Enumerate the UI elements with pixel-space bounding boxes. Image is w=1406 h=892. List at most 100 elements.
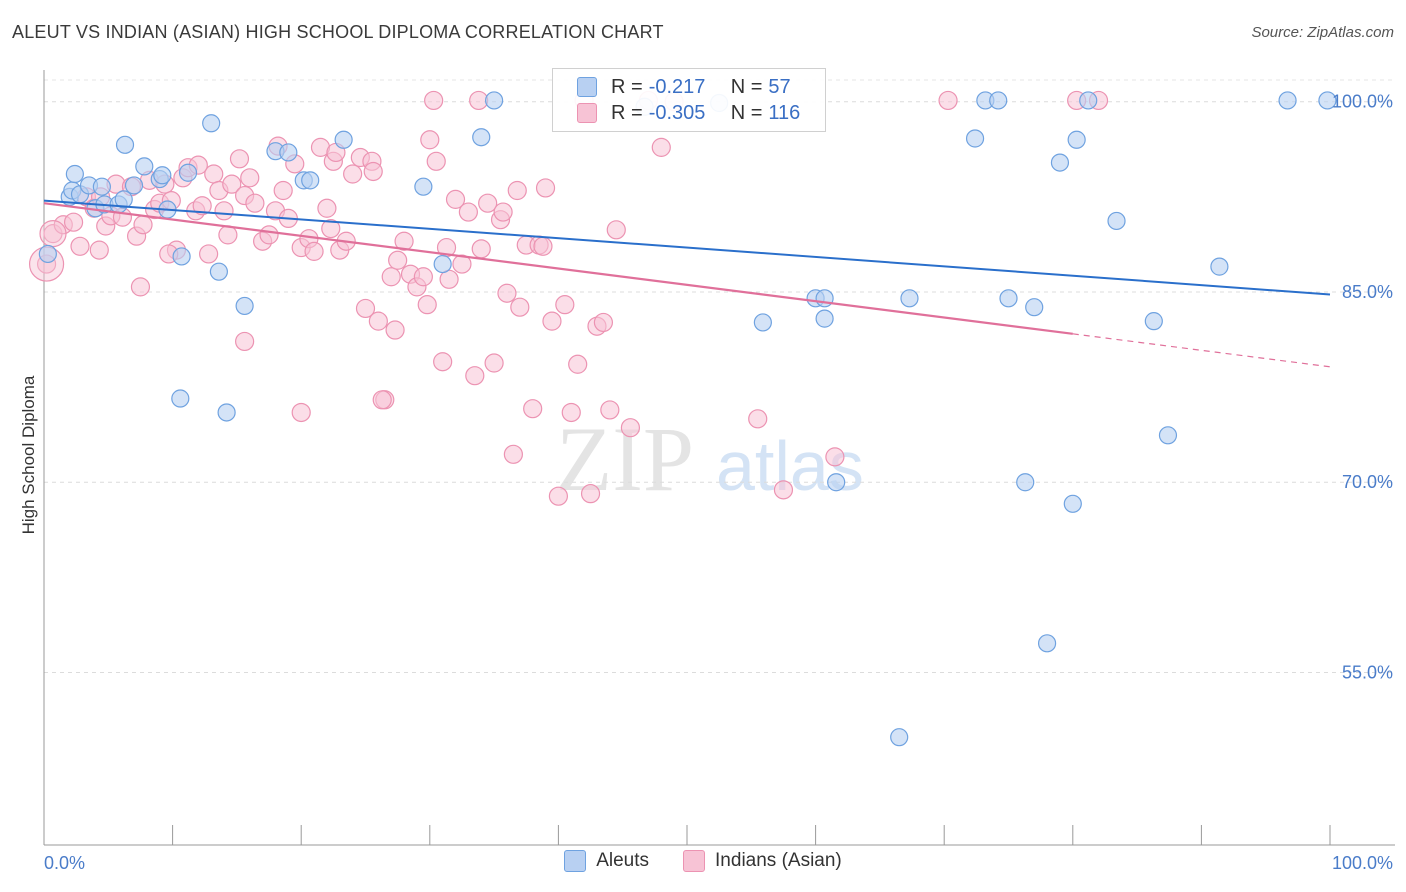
indians-point (368, 311, 388, 331)
aleuts-point (202, 114, 221, 133)
x-tick-label-start: 0.0% (44, 853, 85, 873)
indians-point (523, 399, 543, 419)
indians-point (417, 295, 437, 315)
aleuts-point (1050, 153, 1070, 172)
y-tick-label: 70.0% (1342, 472, 1393, 492)
indians-point (388, 250, 408, 270)
indians-point (748, 409, 768, 429)
indians-point (229, 149, 250, 169)
aleuts-point (1063, 494, 1082, 513)
aleuts-legend-label: Aleuts (596, 850, 650, 871)
aleuts-point (115, 135, 135, 154)
aleuts-point (235, 296, 254, 316)
y-tick-labels: 100.0% 85.0% 70.0% 55.0% (1332, 92, 1393, 683)
indians-point (39, 220, 67, 248)
indians-point (507, 180, 527, 201)
aleuts-point (1016, 473, 1035, 492)
y-tick-label: 100.0% (1332, 92, 1393, 112)
indians-point (381, 267, 401, 287)
legend-item-indians: Indians (Asian) (683, 850, 842, 872)
indians-point (568, 354, 588, 374)
aleuts-point (1107, 211, 1126, 231)
aleuts-point (153, 166, 172, 185)
indians-point (825, 447, 845, 467)
aleuts-point (1025, 298, 1044, 317)
trend-lines (43, 199, 1331, 368)
aleuts-point (279, 143, 298, 162)
indians-point (458, 202, 478, 222)
aleuts-point (171, 389, 190, 408)
y-tick-label: 55.0% (1342, 662, 1393, 682)
indians-point (548, 486, 569, 506)
indians-point (343, 164, 363, 184)
indians-point (317, 198, 337, 218)
aleuts-point (217, 403, 236, 422)
zipatlas-watermark: ZIP atlas (556, 408, 864, 510)
indians-point (606, 220, 626, 240)
aleuts-point (301, 171, 320, 190)
indians-point (199, 244, 219, 264)
indians-point (484, 353, 504, 373)
indians-point (938, 90, 958, 111)
indians-point (445, 189, 466, 209)
indians-trend-extension (1072, 333, 1331, 368)
legend-item-aleuts: Aleuts (564, 850, 649, 872)
aleuts-point (1318, 91, 1337, 110)
aleuts-point (1210, 257, 1229, 276)
indians-point (452, 254, 472, 274)
aleuts-swatch (577, 77, 597, 97)
aleuts-point (1144, 312, 1163, 331)
indians-point (413, 267, 433, 287)
aleuts-point (989, 91, 1008, 110)
indians-swatch (577, 103, 597, 123)
aleuts-point (38, 244, 57, 264)
source-label: Source: ZipAtlas.com (1251, 24, 1394, 41)
aleuts-point (827, 473, 846, 492)
indians-point (773, 480, 794, 500)
series-legend: Aleuts Indians (Asian) (0, 850, 1406, 872)
y-tick-label: 85.0% (1342, 282, 1393, 302)
indians-point (426, 151, 446, 171)
indians-point (240, 168, 260, 188)
indians-point (130, 277, 151, 297)
aleuts-points (38, 91, 1337, 747)
indians-point (355, 298, 376, 319)
indians-point (363, 161, 383, 182)
aleuts-point (92, 177, 111, 196)
aleuts-point (1067, 130, 1086, 149)
indians-point (600, 400, 620, 420)
indians-point (259, 225, 279, 245)
indians-point (469, 90, 489, 111)
aleuts-point (114, 190, 133, 209)
indians-point (235, 331, 255, 352)
legend-row-indians: R = -0.305 N = 116 (577, 100, 800, 126)
aleuts-point (815, 309, 834, 328)
indians-point (535, 178, 556, 198)
indians-point (222, 174, 242, 194)
aleuts-point (1158, 426, 1178, 445)
aleuts-point (178, 163, 198, 182)
aleuts-point (124, 176, 144, 195)
aleuts-legend-swatch (564, 850, 587, 872)
aleuts-point (433, 254, 452, 274)
axes (43, 70, 1395, 846)
indians-point (465, 366, 485, 386)
indians-legend-label: Indians (Asian) (715, 850, 842, 871)
aleuts-point (209, 262, 228, 281)
aleuts-point (890, 728, 909, 747)
indians-point (63, 212, 84, 232)
indians-point (620, 418, 641, 438)
aleuts-n-value: 57 (768, 75, 791, 98)
indians-point (218, 225, 238, 245)
aleuts-point (1278, 91, 1297, 110)
indians-point (503, 444, 523, 464)
aleuts-point (1079, 91, 1098, 110)
indians-point (273, 180, 293, 201)
aleuts-point (472, 128, 491, 147)
indians-point (372, 390, 392, 410)
aleuts-point (965, 129, 985, 148)
indians-point (70, 236, 90, 256)
x-tick-label-end: 100.0% (1332, 853, 1393, 873)
legend-row-aleuts: R = -0.217 N = 57 (577, 74, 791, 100)
indians-point (424, 90, 444, 111)
